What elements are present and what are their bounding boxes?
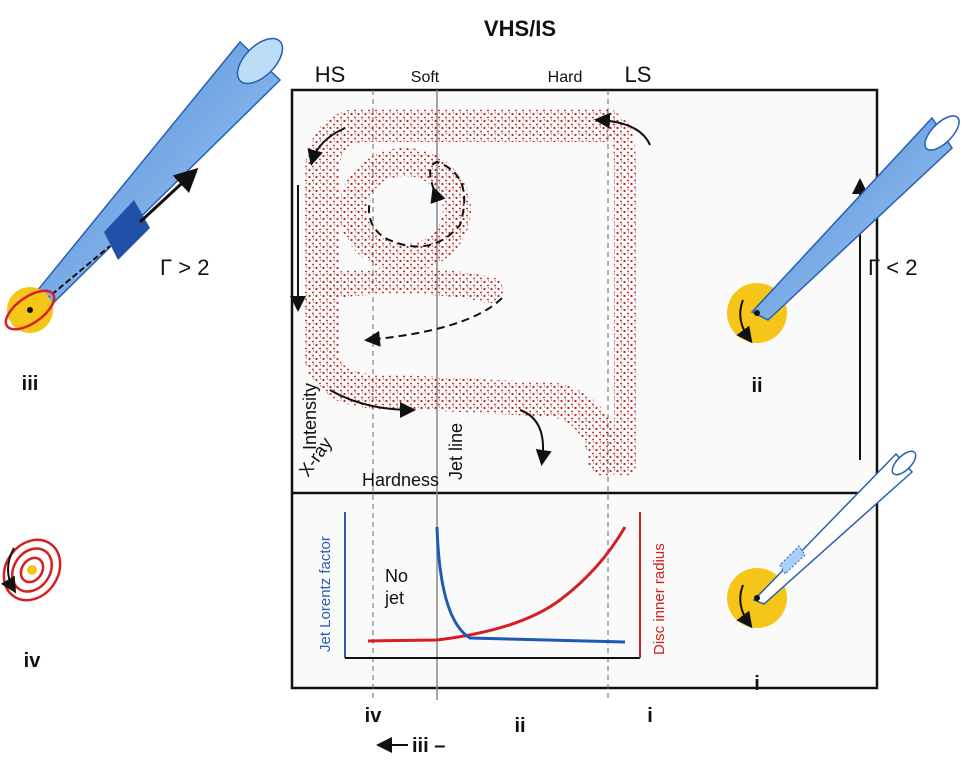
axis-label: Intensity xyxy=(300,383,320,450)
jet-iii xyxy=(4,37,284,333)
jet-iv xyxy=(0,538,62,602)
hid-track xyxy=(305,108,636,477)
lower-axes xyxy=(344,512,641,659)
axis-label: Hardness xyxy=(362,470,439,490)
axis-label: Jet Lorentz factor xyxy=(317,536,334,652)
no-jet: jet xyxy=(384,588,404,608)
state-label: HS xyxy=(315,62,346,87)
jet-label: iv xyxy=(24,650,42,672)
lorentz-curve xyxy=(435,526,626,644)
jet-label: i xyxy=(754,673,760,695)
no-jet: No xyxy=(385,566,408,586)
jet-line-label: Jet line xyxy=(446,423,466,480)
disc-radius-curve xyxy=(367,526,627,643)
state-number: iv xyxy=(365,705,383,727)
state-number: ii xyxy=(514,715,525,737)
state-number: iii – xyxy=(412,735,445,757)
state-label: Soft xyxy=(411,69,440,86)
jet-ii xyxy=(727,115,960,344)
jet-label: iii xyxy=(22,373,39,395)
arrows xyxy=(290,112,868,466)
gamma-label: Γ > 2 xyxy=(160,255,209,280)
title: VHS/IS xyxy=(484,16,556,41)
jet-i xyxy=(727,450,917,629)
axis-label: Disc inner radius xyxy=(651,543,668,655)
gamma-label: Γ < 2 xyxy=(868,255,917,280)
state-label: Hard xyxy=(548,69,583,86)
state-label: LS xyxy=(625,62,652,87)
jet-label: ii xyxy=(751,375,762,397)
state-number: i xyxy=(647,705,653,727)
